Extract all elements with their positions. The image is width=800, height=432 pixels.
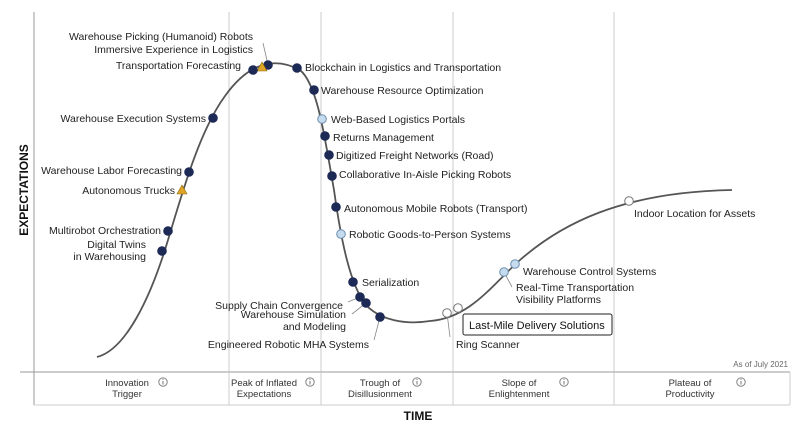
label-returns-management: Returns Management bbox=[333, 132, 434, 144]
label-collaborative-in-aisle-picking-robots: Collaborative In-Aisle Picking Robots bbox=[339, 169, 511, 181]
y-axis-title: EXPECTATIONS bbox=[17, 144, 31, 236]
marker-transportation-forecasting bbox=[248, 65, 258, 75]
info-icon[interactable] bbox=[559, 377, 569, 387]
marker-multirobot-orchestration bbox=[163, 226, 173, 236]
phase-label-1-line1: Innovation bbox=[105, 378, 149, 389]
label-warehouse-simulation-and-modeling-line1: Warehouse Simulation bbox=[241, 309, 346, 321]
marker-blockchain-in-logistics-and-transportation bbox=[292, 63, 302, 73]
as-of-date: As of July 2021 bbox=[733, 360, 788, 369]
phase-label-3-line1: Trough of bbox=[360, 378, 401, 389]
marker-indoor-location-for-assets bbox=[624, 196, 634, 206]
technology-markers bbox=[157, 60, 634, 322]
phase-label-1-line2: Trigger bbox=[112, 389, 142, 400]
marker-last-mile-delivery-solutions bbox=[453, 303, 463, 313]
info-icon[interactable] bbox=[736, 377, 746, 387]
label-warehouse-labor-forecasting: Warehouse Labor Forecasting bbox=[41, 165, 182, 177]
marker-warehouse-resource-optimization bbox=[309, 85, 319, 95]
phase-label-4-line2: Enlightenment bbox=[489, 389, 550, 400]
label-real-time-transportation-visibility-platforms-line2: Visibility Platforms bbox=[516, 294, 601, 306]
label-warehouse-resource-optimization: Warehouse Resource Optimization bbox=[321, 85, 484, 97]
marker-warehouse-execution-systems bbox=[208, 113, 218, 123]
label-autonomous-mobile-robots-transport: Autonomous Mobile Robots (Transport) bbox=[344, 203, 527, 215]
info-icon[interactable] bbox=[158, 377, 168, 387]
label-real-time-transportation-visibility-platforms-line1: Real-Time Transportation bbox=[516, 282, 634, 294]
label-immersive-experience-in-logistics: Immersive Experience in Logistics bbox=[94, 44, 253, 56]
marker-immersive-experience-in-logistics bbox=[256, 61, 268, 72]
marker-robotic-goods-to-person-systems bbox=[336, 229, 346, 239]
label-serialization: Serialization bbox=[362, 277, 419, 289]
label-warehouse-control-systems: Warehouse Control Systems bbox=[523, 266, 656, 278]
label-autonomous-trucks: Autonomous Trucks bbox=[82, 185, 175, 197]
hype-curve bbox=[96, 62, 733, 358]
x-axis-title: TIME bbox=[404, 409, 433, 423]
technology-labels: Warehouse Picking (Humanoid) RobotsImmer… bbox=[41, 31, 755, 351]
label-warehouse-execution-systems: Warehouse Execution Systems bbox=[60, 113, 206, 125]
phase-label-4-line1: Slope of bbox=[502, 378, 537, 389]
label-web-based-logistics-portals: Web-Based Logistics Portals bbox=[331, 114, 465, 126]
marker-warehouse-control-systems bbox=[510, 259, 520, 269]
phase-label-5-line1: Plateau of bbox=[669, 378, 712, 389]
marker-autonomous-trucks bbox=[176, 184, 188, 195]
label-ring-scanner: Ring Scanner bbox=[456, 339, 520, 351]
marker-real-time-transportation-visibility-platforms bbox=[499, 267, 509, 277]
label-supply-chain-convergence: Supply Chain Convergence bbox=[215, 300, 343, 312]
label-indoor-location-for-assets: Indoor Location for Assets bbox=[634, 208, 755, 220]
marker-ring-scanner bbox=[442, 308, 452, 318]
marker-supply-chain-convergence bbox=[355, 292, 365, 302]
phase-label-2-line1: Peak of Inflated bbox=[231, 378, 297, 389]
marker-digitized-freight-networks-road bbox=[324, 150, 334, 160]
label-multirobot-orchestration: Multirobot Orchestration bbox=[49, 225, 161, 237]
label-digital-twins-in-warehousing-line2: in Warehousing bbox=[73, 251, 146, 263]
info-icon[interactable] bbox=[412, 377, 422, 387]
label-engineered-robotic-mha-systems: Engineered Robotic MHA Systems bbox=[208, 339, 369, 351]
marker-autonomous-mobile-robots-transport bbox=[331, 202, 341, 212]
label-digitized-freight-networks-road: Digitized Freight Networks (Road) bbox=[336, 150, 494, 162]
marker-serialization bbox=[348, 277, 358, 287]
info-icon[interactable] bbox=[305, 377, 315, 387]
phase-label-3-line2: Disillusionment bbox=[348, 389, 412, 400]
label-warehouse-simulation-and-modeling-line2: and Modeling bbox=[283, 321, 346, 333]
label-transportation-forecasting: Transportation Forecasting bbox=[116, 60, 241, 72]
phase-label-2-line2: Expectations bbox=[237, 389, 292, 400]
marker-collaborative-in-aisle-picking-robots bbox=[327, 171, 337, 181]
phase-label-5-line2: Productivity bbox=[665, 389, 714, 400]
label-blockchain-in-logistics-and-transportation: Blockchain in Logistics and Transportati… bbox=[305, 62, 501, 74]
marker-warehouse-labor-forecasting bbox=[184, 167, 194, 177]
label-warehouse-picking-humanoid-robots: Warehouse Picking (Humanoid) Robots bbox=[69, 31, 253, 43]
highlight-box bbox=[462, 313, 613, 336]
phase-dividers bbox=[20, 12, 791, 406]
marker-digital-twins-in-warehousing bbox=[157, 246, 167, 256]
label-last-mile-delivery-solutions: Last-Mile Delivery Solutions bbox=[469, 320, 605, 332]
marker-warehouse-simulation-and-modeling bbox=[361, 298, 371, 308]
marker-web-based-logistics-portals bbox=[317, 114, 327, 124]
marker-returns-management bbox=[320, 131, 330, 141]
label-robotic-goods-to-person-systems: Robotic Goods-to-Person Systems bbox=[349, 229, 511, 241]
marker-engineered-robotic-mha-systems bbox=[375, 312, 385, 322]
label-digital-twins-in-warehousing-line1: Digital Twins bbox=[87, 239, 146, 251]
